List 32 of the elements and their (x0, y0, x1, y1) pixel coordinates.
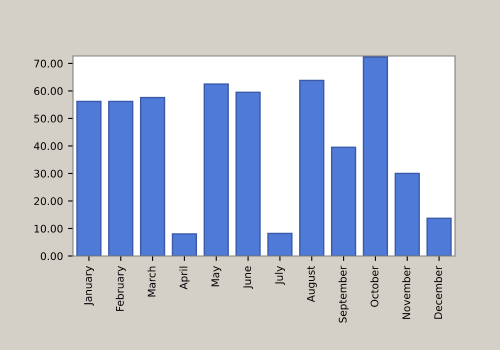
bar (362, 56, 388, 256)
y-tick-label: 50.00 (34, 114, 63, 123)
x-tick-label: May (212, 266, 222, 286)
x-tick-label: July (274, 266, 285, 285)
bar (330, 146, 356, 256)
y-tick-label: 30.00 (34, 170, 63, 178)
bar (204, 83, 229, 256)
x-tick-label: December (434, 266, 442, 319)
y-tick-label: 0.00 (40, 252, 63, 260)
bar (235, 92, 261, 256)
bar (76, 100, 102, 256)
x-tick-label: September (338, 266, 349, 323)
bar (394, 172, 420, 256)
y-tick-label: 20.00 (34, 197, 63, 206)
bar (299, 80, 324, 256)
bar (108, 100, 134, 256)
y-tick-label: 10.00 (34, 224, 63, 233)
x-tick-label: October (370, 266, 378, 307)
x-tick-label: April (179, 266, 190, 290)
bar (172, 233, 198, 256)
x-tick-label: March (148, 266, 156, 296)
x-tick-label: June (243, 266, 254, 289)
bar (140, 96, 166, 256)
x-tick-label: November (402, 266, 410, 319)
y-tick-label: 60.00 (34, 87, 63, 96)
bar (267, 232, 293, 256)
y-tick-label: 40.00 (34, 142, 63, 150)
x-tick-label: February (116, 266, 126, 311)
bar (426, 218, 452, 256)
x-tick-label: January (84, 266, 94, 306)
x-tick-label: August (307, 266, 317, 302)
y-tick-label: 70.00 (34, 60, 63, 68)
